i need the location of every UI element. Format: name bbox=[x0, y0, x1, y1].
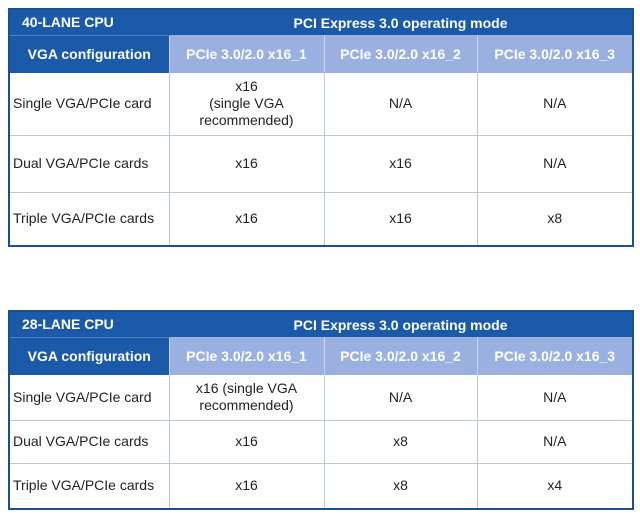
cpu-label: 40-LANE CPU bbox=[9, 9, 169, 35]
slot-header-3: PCIe 3.0/2.0 x16_3 bbox=[476, 337, 633, 375]
slot-header-3: PCIe 3.0/2.0 x16_3 bbox=[476, 35, 633, 73]
slot1-cell: x16 bbox=[168, 463, 324, 509]
config-cell: Dual VGA/PCIe cards bbox=[9, 420, 169, 464]
table-row: Dual VGA/PCIe cards x16 x8 N/A bbox=[9, 420, 633, 464]
slot1-line: recommended) bbox=[199, 112, 294, 129]
table-row: Triple VGA/PCIe cards x16 x16 x8 bbox=[9, 192, 633, 246]
slot-header-2: PCIe 3.0/2.0 x16_2 bbox=[323, 35, 477, 73]
slot3-cell: N/A bbox=[476, 73, 633, 136]
slot2-cell: N/A bbox=[323, 73, 477, 136]
slot1-line: x16 bbox=[235, 78, 258, 95]
slot2-cell: x8 bbox=[323, 420, 477, 464]
config-header: VGA configuration bbox=[9, 336, 169, 375]
config-cell: Single VGA/PCIe card bbox=[9, 73, 169, 136]
slot3-cell: N/A bbox=[476, 135, 633, 193]
slot1-cell: x16 bbox=[168, 135, 324, 193]
slot1-cell: x16 (single VGA recommended) bbox=[168, 375, 324, 421]
slot3-cell: N/A bbox=[476, 420, 633, 464]
config-header: VGA configuration bbox=[9, 34, 169, 73]
slot-header-1: PCIe 3.0/2.0 x16_1 bbox=[168, 35, 324, 73]
slot2-cell: x16 bbox=[323, 192, 477, 246]
slot3-cell: x8 bbox=[476, 192, 633, 246]
slot3-cell: N/A bbox=[476, 375, 633, 421]
slot1-cell: x16 bbox=[168, 192, 324, 246]
table-row: Single VGA/PCIe card x16 (single VGA rec… bbox=[9, 73, 633, 136]
slot1-line: recommended) bbox=[199, 397, 294, 414]
config-cell: Triple VGA/PCIe cards bbox=[13, 210, 155, 227]
table-40-lane-cpu: 40-LANE CPU PCI Express 3.0 operating mo… bbox=[8, 8, 634, 247]
slot3-cell: x4 bbox=[476, 463, 633, 509]
mode-label: PCI Express 3.0 operating mode bbox=[169, 9, 633, 35]
cpu-label: 28-LANE CPU bbox=[9, 311, 169, 337]
slot2-cell: x8 bbox=[323, 463, 477, 509]
slot-header-2: PCIe 3.0/2.0 x16_2 bbox=[323, 337, 477, 375]
table-28-lane-cpu: 28-LANE CPU PCI Express 3.0 operating mo… bbox=[8, 310, 634, 510]
slot1-line: (single VGA bbox=[209, 95, 284, 112]
slot1-line: x16 (single VGA bbox=[195, 380, 298, 397]
table-row: Dual VGA/PCIe cards x16 x16 N/A bbox=[9, 135, 633, 193]
slot2-cell: N/A bbox=[323, 375, 477, 421]
mode-label: PCI Express 3.0 operating mode bbox=[169, 311, 633, 337]
table-row: Triple VGA/PCIe cards x16 x8 x4 bbox=[9, 463, 633, 509]
slot2-cell: x16 bbox=[323, 135, 477, 193]
config-cell: Dual VGA/PCIe cards bbox=[9, 135, 169, 193]
slot1-cell: x16 (single VGA recommended) bbox=[168, 73, 324, 136]
table-row: Single VGA/PCIe card x16 (single VGA rec… bbox=[9, 375, 633, 421]
slot-header-1: PCIe 3.0/2.0 x16_1 bbox=[168, 337, 324, 375]
config-cell: Single VGA/PCIe card bbox=[9, 375, 169, 421]
slot1-cell: x16 bbox=[168, 420, 324, 464]
config-cell: Triple VGA/PCIe cards bbox=[13, 477, 155, 494]
